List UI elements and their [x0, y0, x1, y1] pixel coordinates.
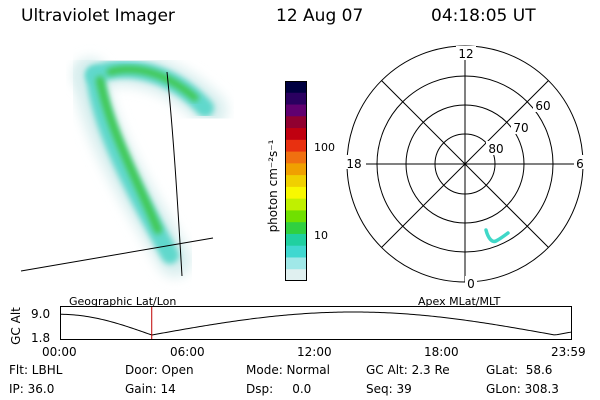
colorbar-segment: [285, 151, 307, 164]
time-label: 04:18:05 UT: [431, 6, 536, 26]
lat-label-70: 70: [513, 121, 528, 135]
colorbar-segment: [285, 139, 307, 153]
gain-readout: Gain: 14: [125, 382, 176, 396]
ytick-bottom: 1.8: [31, 331, 51, 345]
mlt-label-18: 18: [346, 157, 361, 171]
dsp-readout: Dsp: 0.0: [246, 382, 312, 396]
colorbar-segment: [285, 81, 307, 94]
colorbar-segment: [285, 198, 307, 212]
glat-readout: GLat: 58.6: [486, 363, 553, 377]
gc-alt-axis-label: GC Alt: [9, 307, 23, 345]
xtick-0000: 00:00: [42, 345, 77, 359]
colorbar-segment: [285, 210, 307, 223]
instrument-title: Ultraviolet Imager: [21, 6, 175, 26]
filter-readout: Flt: LBHL: [9, 363, 63, 377]
geographic-title: Geographic Lat/Lon: [69, 295, 177, 308]
colorbar-segment: [285, 104, 307, 117]
colorbar-scale: [285, 81, 307, 281]
altitude-curve: [60, 311, 572, 336]
seq-readout: Seq: 39: [366, 382, 412, 396]
colorbar-segment: [285, 222, 307, 235]
ytick-top: 9.0: [31, 307, 51, 321]
door-readout: Door: Open: [125, 363, 194, 377]
polar-plot: 12 18 6 0 60 70 80: [344, 45, 586, 292]
colorbar-segment: [285, 116, 307, 129]
ip-readout: IP: 36.0: [9, 382, 55, 396]
mlt-label-6: 6: [576, 157, 584, 171]
colorbar-tick-10: 10: [314, 229, 328, 242]
colorbar-segment: [285, 233, 307, 247]
polar-diagonal-2: [381, 80, 549, 248]
apex-title: Apex MLat/MLT: [418, 295, 501, 308]
colorbar-segment: [285, 186, 307, 200]
colorbar-label: photon cm⁻²s⁻¹: [266, 139, 280, 233]
xtick-2359: 23:59: [551, 345, 586, 359]
glon-readout: GLon: 308.3: [486, 382, 559, 396]
colorbar-tick-100: 100: [314, 141, 335, 154]
colorbar-segment: [285, 163, 307, 176]
lat-label-80: 80: [488, 142, 503, 156]
geographic-image: [20, 51, 227, 277]
colorbar-segment: [285, 128, 307, 141]
polar-aurora-emission: [484, 228, 510, 244]
colorbar-segment: [285, 269, 307, 281]
colorbar-segment: [285, 257, 307, 270]
meridian-line: [166, 71, 183, 277]
colorbar-frame: [285, 81, 307, 281]
xtick-0600: 06:00: [170, 345, 205, 359]
xtick-1200: 12:00: [297, 345, 332, 359]
date-label: 12 Aug 07: [276, 6, 364, 26]
mlt-label-12: 12: [458, 47, 473, 61]
lat-label-60: 60: [535, 99, 550, 113]
mlt-label-0: 0: [467, 277, 475, 291]
xtick-1800: 18:00: [424, 345, 459, 359]
altitude-frame: [60, 306, 572, 340]
aurora-emission: [73, 51, 227, 277]
gc-alt-readout: GC Alt: 2.3 Re: [366, 363, 450, 377]
mode-readout: Mode: Normal: [246, 363, 330, 377]
colorbar-segment: [285, 175, 307, 188]
latitude-line: [20, 237, 214, 272]
colorbar-segment: [285, 245, 307, 259]
colorbar-segment: [285, 92, 307, 106]
altitude-chart: [60, 306, 572, 340]
